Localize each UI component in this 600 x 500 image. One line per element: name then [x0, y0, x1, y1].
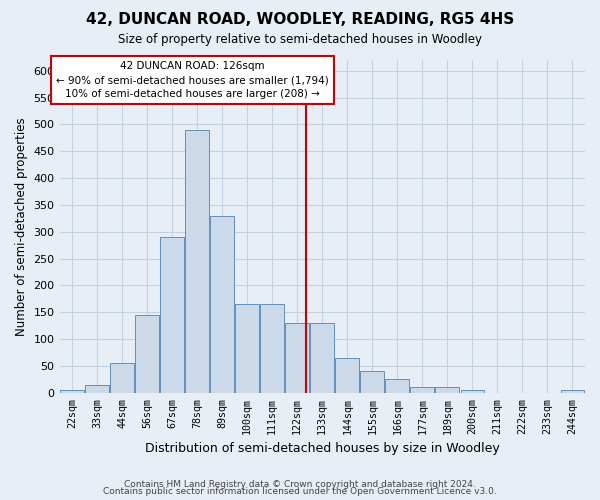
Bar: [185, 130, 209, 393]
Bar: [436, 388, 459, 393]
Text: Contains HM Land Registry data © Crown copyright and database right 2024.: Contains HM Land Registry data © Crown c…: [124, 480, 476, 489]
Bar: [310, 323, 334, 393]
Bar: [560, 390, 584, 393]
Bar: [85, 385, 109, 393]
Bar: [335, 358, 359, 393]
Y-axis label: Number of semi-detached properties: Number of semi-detached properties: [15, 117, 28, 336]
Bar: [461, 390, 484, 393]
Bar: [410, 388, 434, 393]
Bar: [286, 323, 309, 393]
Bar: [60, 390, 84, 393]
Bar: [160, 237, 184, 393]
Text: 42 DUNCAN ROAD: 126sqm
← 90% of semi-detached houses are smaller (1,794)
10% of : 42 DUNCAN ROAD: 126sqm ← 90% of semi-det…: [56, 61, 329, 99]
Bar: [135, 315, 159, 393]
Bar: [385, 380, 409, 393]
X-axis label: Distribution of semi-detached houses by size in Woodley: Distribution of semi-detached houses by …: [145, 442, 500, 455]
Text: Contains public sector information licensed under the Open Government Licence v3: Contains public sector information licen…: [103, 487, 497, 496]
Bar: [235, 304, 259, 393]
Bar: [260, 304, 284, 393]
Text: 42, DUNCAN ROAD, WOODLEY, READING, RG5 4HS: 42, DUNCAN ROAD, WOODLEY, READING, RG5 4…: [86, 12, 514, 28]
Text: Size of property relative to semi-detached houses in Woodley: Size of property relative to semi-detach…: [118, 32, 482, 46]
Bar: [361, 372, 384, 393]
Bar: [110, 364, 134, 393]
Bar: [210, 216, 234, 393]
